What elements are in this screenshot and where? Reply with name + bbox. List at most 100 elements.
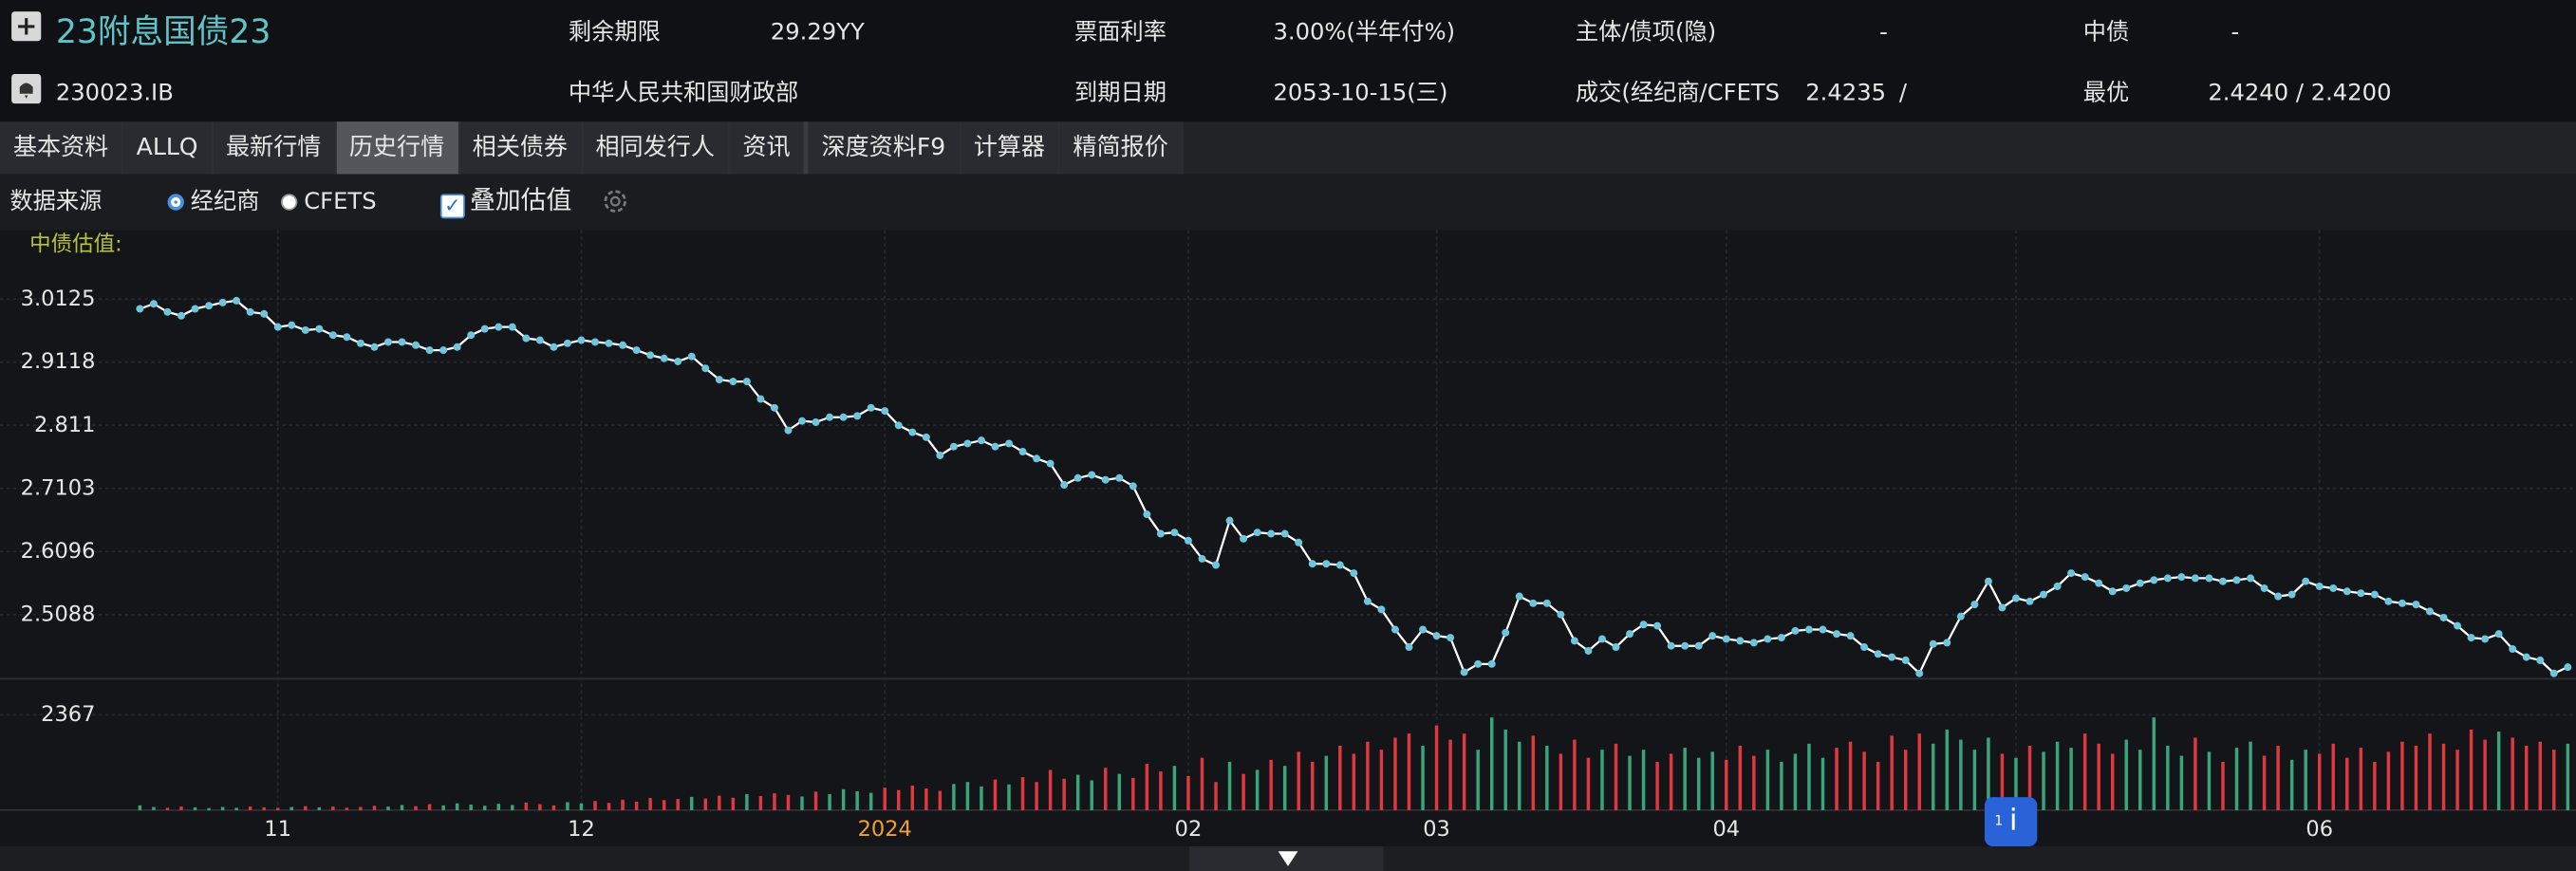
- y-tick-label: 2.7103: [21, 475, 96, 500]
- valuation-point: [2040, 590, 2048, 599]
- valuation-point: [2081, 573, 2089, 582]
- alert-button[interactable]: [11, 73, 42, 104]
- y-tick-label: 2.5088: [21, 602, 96, 626]
- volume-bar: [1586, 757, 1591, 810]
- valuation-point: [1557, 610, 1565, 619]
- valuation-point: [1943, 639, 1951, 647]
- valuation-point: [1901, 656, 1910, 664]
- valuation-point: [1088, 471, 1096, 479]
- tab[interactable]: 基本资料: [0, 121, 123, 175]
- x-tick-label: 04: [1712, 817, 1740, 842]
- volume-bar: [2027, 745, 2032, 810]
- volume-bar: [372, 806, 377, 810]
- volume-bar: [2345, 757, 2349, 810]
- field-value: -: [1879, 19, 1888, 46]
- volume-bar: [1255, 769, 1260, 810]
- volume-bar: [469, 804, 473, 810]
- valuation-point: [715, 376, 723, 384]
- valuation-point: [1639, 621, 1648, 629]
- valuation-point: [439, 346, 448, 355]
- volume-bar: [731, 797, 736, 810]
- tab[interactable]: 相关债券: [458, 121, 583, 175]
- volume-bar: [1669, 753, 1673, 810]
- scroll-arrow[interactable]: [1278, 851, 1298, 866]
- valuation-point: [660, 354, 668, 362]
- volume-bar: [952, 784, 956, 810]
- radio-dot: [167, 194, 184, 211]
- valuation-point: [1804, 625, 1813, 634]
- bell-icon: [19, 83, 33, 99]
- volume-bar: [1241, 773, 1245, 810]
- volume-bar: [703, 798, 708, 810]
- volume-bar: [1048, 769, 1053, 810]
- tab[interactable]: 历史行情: [335, 121, 459, 175]
- volume-bar: [179, 806, 183, 810]
- volume-bar: [883, 788, 887, 810]
- tab[interactable]: 最新行情: [213, 121, 336, 175]
- valuation-point: [2067, 569, 2076, 578]
- valuation-point: [2302, 577, 2310, 585]
- info-badge[interactable]: 1 i: [1984, 797, 2038, 847]
- overlay-checkbox[interactable]: ✓ 叠加估值: [439, 188, 571, 219]
- volume-bar: [2552, 750, 2556, 810]
- volume-bar: [745, 793, 749, 810]
- volume-bar: [813, 791, 818, 810]
- volume-bar: [1807, 743, 1811, 810]
- radio-label: 经纪商: [190, 189, 260, 215]
- y-tick-label: 3.0125: [21, 287, 96, 311]
- tab-bar: 基本资料 ALLQ 最新行情 历史行情 相关债券 相同发行人 资讯 深度资料F9 计算器 精简报价: [0, 121, 2576, 175]
- volume-bar: [1890, 735, 1894, 810]
- volume-bar: [2262, 755, 2267, 810]
- tab[interactable]: 资讯: [729, 121, 809, 175]
- valuation-point: [1335, 561, 1344, 569]
- valuation-point: [977, 436, 985, 445]
- valuation-point: [632, 346, 641, 355]
- volume-bar: [1738, 745, 1743, 810]
- tab[interactable]: 相同发行人: [582, 121, 730, 175]
- valuation-point: [1998, 603, 2007, 612]
- volume-bar: [1573, 739, 1577, 810]
- volume-bar: [193, 806, 197, 810]
- valuation-point: [2564, 663, 2572, 672]
- volume-bar: [1324, 755, 1329, 810]
- add-button[interactable]: +: [11, 10, 42, 42]
- valuation-point: [1860, 643, 1869, 651]
- field-value: -: [2231, 19, 2240, 46]
- valuation-point: [1570, 637, 1578, 645]
- valuation-point: [1391, 625, 1399, 634]
- valuation-point: [936, 452, 944, 459]
- volume-bar: [868, 792, 873, 810]
- volume-bar: [2455, 750, 2459, 810]
- tab[interactable]: 计算器: [960, 121, 1060, 175]
- tab[interactable]: 精简报价: [1059, 121, 1184, 175]
- y-tick-label: 2.6096: [21, 539, 96, 564]
- valuation-point: [246, 307, 254, 316]
- volume-bar: [1352, 753, 1356, 810]
- volume-bar: [1780, 761, 1783, 810]
- valuation-point: [260, 309, 269, 318]
- valuation-point: [425, 346, 434, 355]
- valuation-point: [701, 364, 710, 373]
- field-label: 票面利率: [1074, 19, 1167, 46]
- volume-bar: [1117, 773, 1122, 810]
- radio-option[interactable]: CFETS: [280, 191, 377, 213]
- valuation-point: [453, 343, 461, 351]
- valuation-point: [619, 341, 627, 349]
- x-tick-label: 11: [264, 817, 291, 842]
- volume-bar: [1145, 764, 1149, 810]
- valuation-point: [2150, 576, 2158, 584]
- tab[interactable]: ALLQ: [122, 121, 214, 175]
- volume-bar: [2566, 743, 2570, 810]
- volume-bar: [634, 802, 639, 810]
- settings-icon[interactable]: [602, 187, 629, 214]
- valuation-point: [288, 321, 296, 329]
- volume-bar: [2110, 753, 2115, 810]
- tab[interactable]: 深度资料F9: [808, 121, 961, 175]
- valuation-point: [535, 336, 544, 344]
- volume-bar: [2289, 759, 2294, 810]
- radio-option[interactable]: 经纪商: [167, 189, 260, 215]
- valuation-point: [591, 338, 599, 346]
- valuation-point: [1005, 439, 1013, 448]
- volume-bar: [2538, 741, 2542, 810]
